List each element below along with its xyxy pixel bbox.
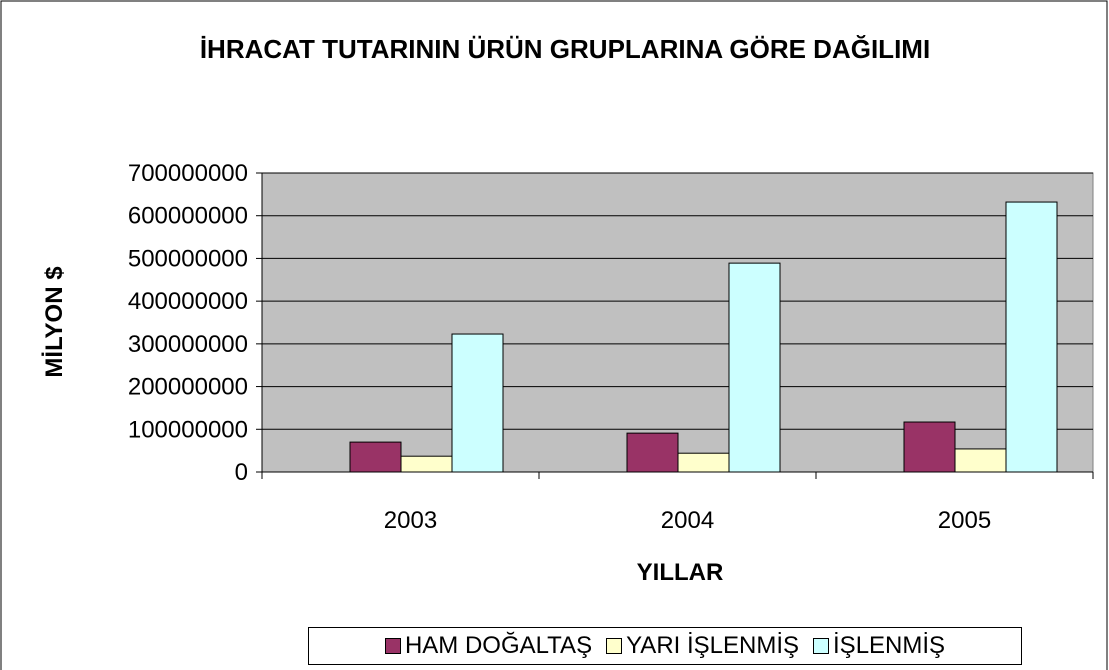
bar bbox=[677, 452, 730, 473]
legend-swatch bbox=[813, 638, 830, 654]
bar bbox=[400, 455, 453, 473]
bar bbox=[1005, 201, 1058, 473]
y-tick-label: 300000000 bbox=[128, 331, 248, 358]
legend-item: HAM DOĞALTAŞ bbox=[384, 632, 593, 660]
bar bbox=[451, 333, 504, 473]
bar bbox=[728, 262, 781, 473]
legend-label: YARI İŞLENMİŞ bbox=[626, 632, 800, 659]
y-tick-label: 700000000 bbox=[128, 160, 248, 187]
chart-title: İHRACAT TUTARININ ÜRÜN GRUPLARINA GÖRE D… bbox=[199, 34, 931, 64]
bar bbox=[903, 421, 956, 473]
bar bbox=[954, 448, 1007, 473]
legend-label: HAM DOĞALTAŞ bbox=[404, 632, 593, 659]
x-tick-label: 2005 bbox=[938, 507, 991, 534]
x-tick-label: 2003 bbox=[384, 507, 437, 534]
bar bbox=[349, 441, 402, 473]
legend-swatch bbox=[384, 638, 401, 654]
y-tick-label: 500000000 bbox=[128, 245, 248, 272]
y-tick-label: 200000000 bbox=[128, 374, 248, 401]
bar bbox=[626, 432, 679, 473]
x-axis-label: YILLAR bbox=[637, 559, 724, 586]
y-tick-label: 100000000 bbox=[128, 416, 248, 443]
plot-area bbox=[261, 172, 1094, 473]
legend-item: İŞLENMİŞ bbox=[813, 632, 945, 660]
legend-label: İŞLENMİŞ bbox=[833, 632, 946, 659]
legend: HAM DOĞALTAŞ YARI İŞLENMİŞ İŞLENMİŞ bbox=[308, 627, 1022, 665]
y-tick-label: 400000000 bbox=[128, 288, 248, 315]
y-axis-label: MİLYON $ bbox=[41, 266, 68, 378]
legend-swatch bbox=[606, 638, 623, 654]
y-tick-label: 0 bbox=[235, 459, 248, 486]
y-tick-label: 600000000 bbox=[128, 203, 248, 230]
legend-item: YARI İŞLENMİŞ bbox=[606, 632, 799, 660]
x-tick-label: 2004 bbox=[661, 507, 714, 534]
